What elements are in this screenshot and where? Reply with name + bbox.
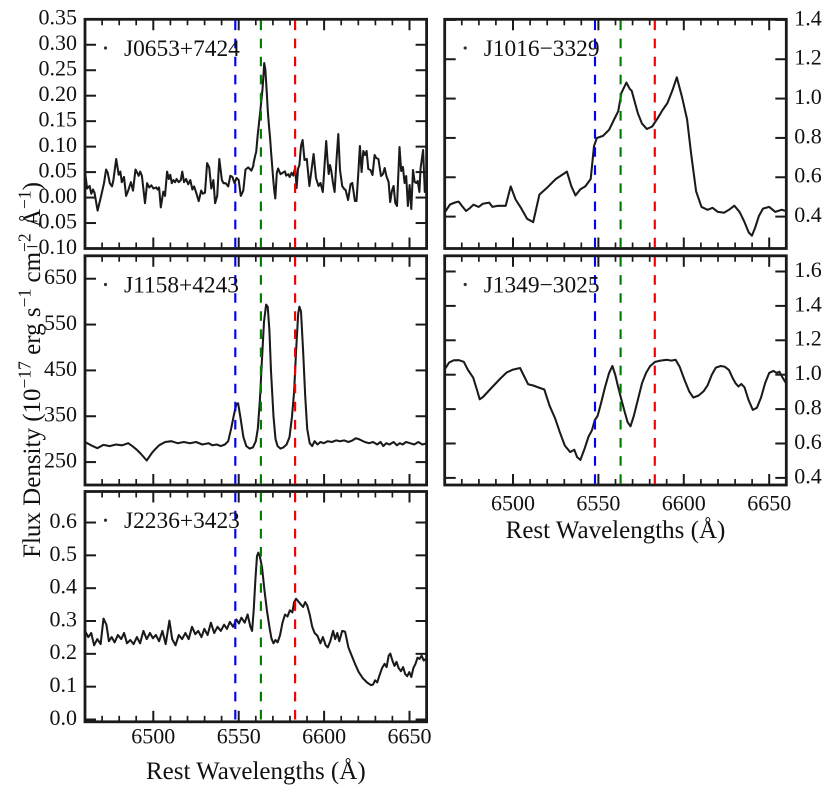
svg-text:450: 450 <box>44 356 77 381</box>
svg-text:1.4: 1.4 <box>794 5 822 30</box>
svg-text:0.2: 0.2 <box>50 639 78 664</box>
svg-text:1.2: 1.2 <box>794 45 822 70</box>
svg-text:Rest Wavelengths (Å): Rest Wavelengths (Å) <box>146 758 366 785</box>
svg-text:0.35: 0.35 <box>39 5 78 30</box>
svg-text:6650: 6650 <box>747 491 791 516</box>
svg-text:J1158+4243: J1158+4243 <box>124 272 239 298</box>
svg-text:0.20: 0.20 <box>39 81 78 106</box>
svg-text:J1349−3025: J1349−3025 <box>484 272 600 298</box>
svg-text:0.8: 0.8 <box>794 123 822 148</box>
svg-text:1.0: 1.0 <box>794 84 822 109</box>
svg-text:6550: 6550 <box>217 724 261 749</box>
svg-text:0.4: 0.4 <box>794 463 822 488</box>
svg-text:−0.05: −0.05 <box>26 208 77 233</box>
svg-text:6500: 6500 <box>491 491 535 516</box>
svg-text:J2236+3423: J2236+3423 <box>124 508 240 534</box>
svg-text:−0.10: −0.10 <box>26 234 77 259</box>
svg-text:0.6: 0.6 <box>794 163 822 188</box>
svg-text:0.6: 0.6 <box>50 508 78 533</box>
svg-text:0.6: 0.6 <box>794 429 822 454</box>
svg-text:550: 550 <box>44 310 77 335</box>
svg-text:250: 250 <box>44 447 77 472</box>
svg-text:0.30: 0.30 <box>39 30 78 55</box>
svg-text:6600: 6600 <box>302 724 346 749</box>
svg-text:1.6: 1.6 <box>794 257 822 282</box>
svg-text:6500: 6500 <box>131 724 175 749</box>
svg-text:0.00: 0.00 <box>39 183 78 208</box>
svg-text:0.0: 0.0 <box>50 705 78 730</box>
svg-text:Rest Wavelengths (Å): Rest Wavelengths (Å) <box>506 517 726 544</box>
svg-text:0.05: 0.05 <box>39 158 78 183</box>
svg-text:0.3: 0.3 <box>50 606 78 631</box>
svg-text:1.4: 1.4 <box>794 291 822 316</box>
svg-text:J1016−3329: J1016−3329 <box>484 36 600 62</box>
svg-text:650: 650 <box>44 264 77 289</box>
svg-text:6650: 6650 <box>388 724 432 749</box>
svg-text:0.10: 0.10 <box>39 132 78 157</box>
svg-text:1.0: 1.0 <box>794 360 822 385</box>
svg-text:6600: 6600 <box>662 491 706 516</box>
svg-text:0.15: 0.15 <box>39 107 78 132</box>
svg-text:J0653+7424: J0653+7424 <box>124 36 240 62</box>
svg-text:0.25: 0.25 <box>39 56 78 81</box>
svg-text:0.8: 0.8 <box>794 395 822 420</box>
svg-text:6550: 6550 <box>576 491 620 516</box>
svg-text:0.5: 0.5 <box>50 541 78 566</box>
svg-text:1.2: 1.2 <box>794 326 822 351</box>
svg-text:350: 350 <box>44 402 77 427</box>
svg-text:0.1: 0.1 <box>50 672 78 697</box>
svg-text:0.4: 0.4 <box>794 202 822 227</box>
svg-text:0.4: 0.4 <box>50 574 78 599</box>
